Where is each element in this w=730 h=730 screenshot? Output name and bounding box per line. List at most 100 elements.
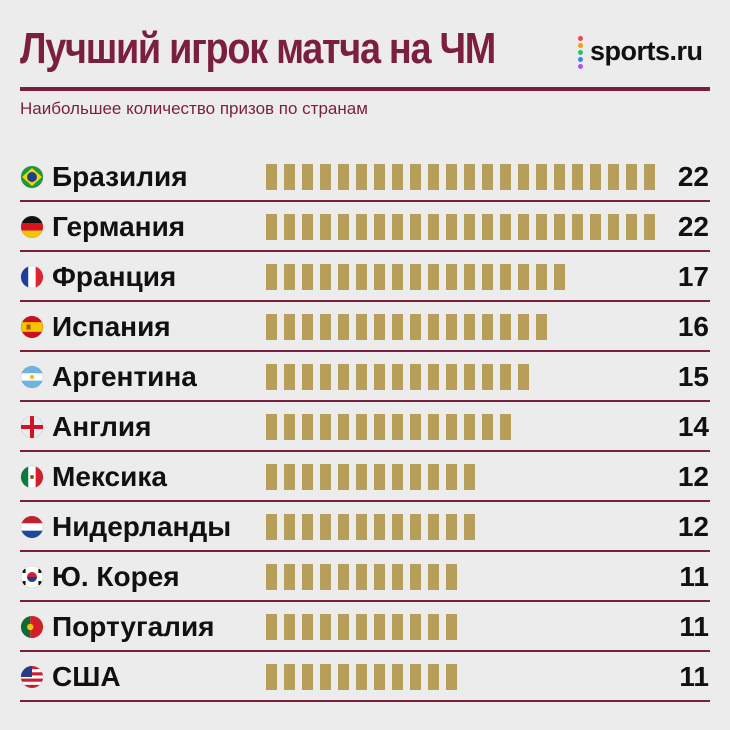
- chart-row: Испания 16: [20, 311, 710, 352]
- bar-unit-block: [464, 164, 475, 190]
- row-divider: [20, 550, 710, 552]
- sports-ru-logo[interactable]: sports.ru: [578, 34, 703, 69]
- bar-unit-block: [338, 364, 349, 390]
- bar-unit-block: [266, 414, 277, 440]
- bar-unit-block: [356, 214, 367, 240]
- bar-unit-block: [410, 464, 421, 490]
- bar-unit-block: [374, 314, 385, 340]
- bar-unit-block: [464, 514, 475, 540]
- bar-unit-block: [320, 314, 331, 340]
- bar-unit-block: [392, 464, 403, 490]
- bar-unit-block: [410, 514, 421, 540]
- chart-row: Португалия 11: [20, 611, 710, 652]
- bar-unit-block: [428, 314, 439, 340]
- bar-unit-block: [302, 464, 313, 490]
- logo-text: sports.ru: [590, 35, 703, 66]
- row-divider: [20, 600, 710, 602]
- category-label: Испания: [52, 311, 171, 342]
- category-label: Португалия: [52, 611, 215, 642]
- bar-unit-block: [482, 214, 493, 240]
- page-title: Лучший игрок матча на ЧМ: [20, 24, 496, 73]
- bar-unit-block: [374, 414, 385, 440]
- bar-unit-block: [482, 164, 493, 190]
- bar-unit-block: [554, 214, 565, 240]
- bar-unit-block: [536, 314, 547, 340]
- bar-unit-block: [338, 414, 349, 440]
- row-divider: [20, 250, 710, 252]
- bar-unit-block: [266, 564, 277, 590]
- bar-unit-block: [464, 464, 475, 490]
- bar-unit-block: [338, 164, 349, 190]
- bar-unit-block: [446, 214, 457, 240]
- bar-unit-block: [356, 664, 367, 690]
- bar-unit-block: [302, 214, 313, 240]
- bar-unit-block: [302, 664, 313, 690]
- bar-unit-block: [266, 614, 277, 640]
- row-divider: [20, 650, 710, 652]
- bar-unit-block: [446, 364, 457, 390]
- bar-unit-block: [284, 464, 295, 490]
- bar-unit-block: [428, 514, 439, 540]
- logo-dots-icon: [578, 34, 586, 69]
- bar-unit-block: [284, 264, 295, 290]
- bar-unit-block: [266, 264, 277, 290]
- bar-unit-block: [392, 414, 403, 440]
- bar-unit-block: [266, 164, 277, 190]
- bar-unit-block: [428, 564, 439, 590]
- bar-unit-block: [266, 514, 277, 540]
- bar-unit-block: [338, 214, 349, 240]
- bar-unit-block: [518, 364, 529, 390]
- bar-unit-block: [446, 664, 457, 690]
- bar-unit-block: [374, 264, 385, 290]
- bar-unit-block: [284, 664, 295, 690]
- bar-unit-block: [284, 514, 295, 540]
- bar-unit-block: [266, 364, 277, 390]
- bar-unit-block: [410, 664, 421, 690]
- bar-unit-block: [302, 564, 313, 590]
- bar-unit-block: [554, 264, 565, 290]
- bar-unit-block: [518, 314, 529, 340]
- bar-unit-block: [644, 214, 655, 240]
- bar-unit-block: [428, 164, 439, 190]
- bar-unit-block: [338, 464, 349, 490]
- category-label: Мексика: [52, 461, 167, 492]
- bar-unit-block: [464, 364, 475, 390]
- bar-unit-block: [284, 364, 295, 390]
- bar-unit-block: [320, 414, 331, 440]
- bar-unit-block: [392, 514, 403, 540]
- england-flag-icon: [20, 415, 44, 439]
- bar-unit-block: [302, 514, 313, 540]
- bar-unit-block: [374, 514, 385, 540]
- bar-unit-block: [392, 264, 403, 290]
- bar-unit-block: [374, 564, 385, 590]
- bar-unit-block: [536, 264, 547, 290]
- brazil-flag-icon: [20, 165, 44, 189]
- usa-flag-icon: [20, 665, 44, 689]
- category-label: Германия: [52, 211, 185, 242]
- row-divider: [20, 350, 710, 352]
- bar-unit-block: [338, 614, 349, 640]
- chart-row: Бразилия 22: [20, 161, 710, 202]
- value-label: 22: [678, 211, 709, 242]
- chart-row: Германия 22: [20, 211, 710, 252]
- bar-unit-block: [266, 464, 277, 490]
- bar-unit-block: [392, 164, 403, 190]
- row-divider: [20, 450, 710, 452]
- bar-unit-block: [500, 164, 511, 190]
- chart-row: Мексика 12: [20, 461, 710, 502]
- bar-unit-block: [374, 164, 385, 190]
- subtitle: Наибольшее количество призов по странам: [20, 99, 368, 118]
- bar-unit-block: [554, 164, 565, 190]
- germany-flag-icon: [20, 215, 44, 239]
- bar-unit-block: [356, 464, 367, 490]
- bar-unit-block: [500, 214, 511, 240]
- value-label: 12: [678, 511, 709, 542]
- value-label: 11: [679, 611, 709, 642]
- chart-row: Франция 17: [20, 261, 710, 302]
- header-divider: [20, 87, 710, 91]
- bar-unit-block: [356, 364, 367, 390]
- bar-unit-block: [392, 364, 403, 390]
- bar-unit-block: [284, 164, 295, 190]
- bar-unit-block: [302, 364, 313, 390]
- bar-unit-block: [320, 664, 331, 690]
